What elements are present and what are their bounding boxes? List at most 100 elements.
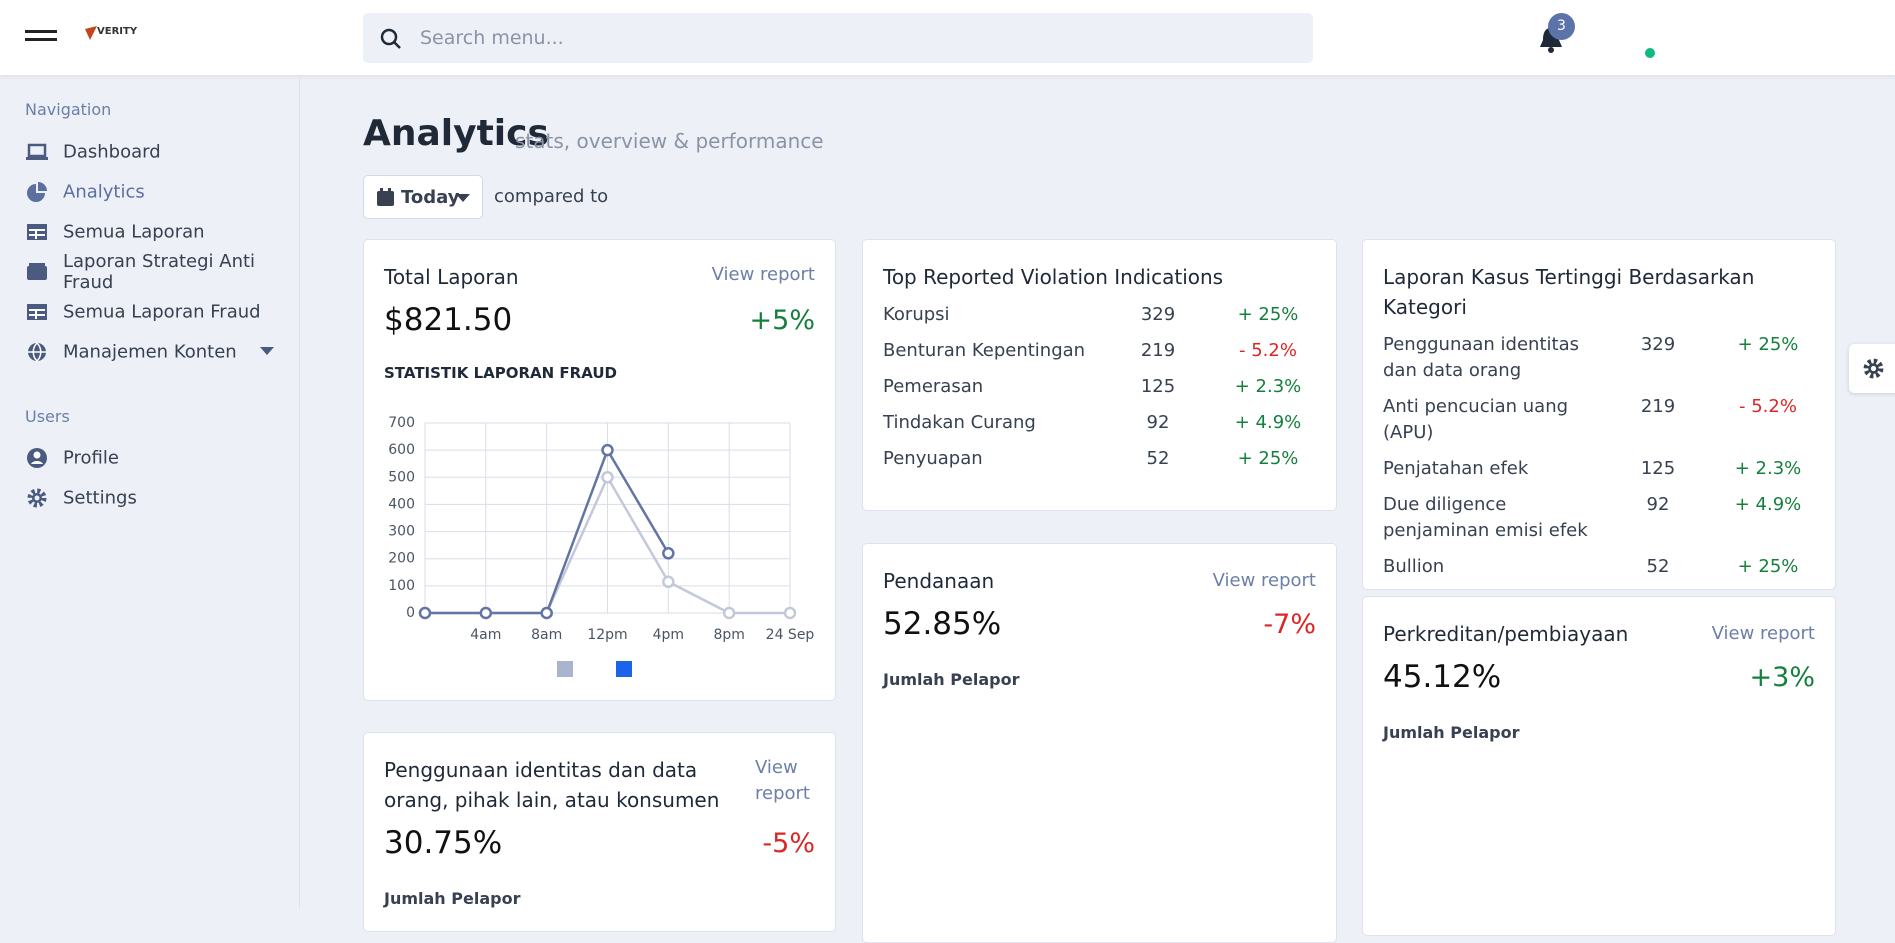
card-title: Pendanaan — [883, 569, 995, 593]
card-title: Perkreditan/pembiayaan — [1383, 622, 1629, 646]
icon — [27, 263, 47, 280]
row-change: + 25% — [1237, 448, 1299, 469]
card: Laporan Kasus Tertinggi Berdasarkan Kate… — [1362, 239, 1836, 590]
nav-item[interactable]: Profile — [63, 447, 119, 469]
y-tick-label: 600 — [388, 442, 415, 458]
row-count: 92 — [1146, 412, 1170, 433]
chart-heading: STATISTIK LAPORAN FRAUD — [384, 364, 618, 382]
view-report-link[interactable]: View report — [1711, 623, 1815, 644]
nav-item[interactable]: Dashboard — [63, 141, 161, 163]
table-row: Pemerasan 125 + 2.3% — [883, 374, 1316, 400]
row-name: Penggunaan identitas dan data orang — [1383, 334, 1579, 381]
row-change: + 4.9% — [1734, 494, 1802, 515]
row-name: Penjatahan efek — [1383, 458, 1529, 479]
row-name: Korupsi — [883, 304, 950, 325]
row-count: 125 — [1140, 376, 1176, 397]
point — [601, 443, 614, 457]
nav-item-active[interactable]: Analytics — [63, 181, 145, 203]
nav-item[interactable]: Semua Laporan — [63, 221, 205, 243]
search-box[interactable]: Search menu... — [363, 13, 1313, 63]
caret — [260, 347, 274, 355]
view-report-link[interactable]: View report — [711, 264, 815, 285]
icon — [27, 224, 47, 240]
row-count: 219 — [1140, 340, 1176, 361]
table-row: Penyuapan 52 + 25% — [883, 446, 1316, 472]
view-report-link[interactable]: View report — [755, 757, 810, 804]
y-tick-label: 0 — [406, 605, 415, 621]
row-count: 329 — [1640, 334, 1676, 355]
gear-icon — [1863, 358, 1884, 379]
icon — [27, 488, 47, 508]
card-title: Penggunaan identitas dan data orang, pih… — [384, 758, 720, 812]
settings-tab[interactable] — [1849, 344, 1895, 393]
x-tick-label: 8am — [531, 627, 562, 643]
section-title: Navigation — [25, 100, 112, 119]
status-dot — [1645, 48, 1655, 58]
row-change: + 25% — [1237, 304, 1299, 325]
card-change: -7% — [1263, 608, 1316, 640]
x-tick-label: 4am — [470, 627, 501, 643]
card-value: $821.50 — [384, 302, 513, 338]
row-count: 92 — [1646, 494, 1670, 515]
card-change: -5% — [762, 827, 815, 859]
card-change: +3% — [1749, 661, 1815, 693]
y-tick-label: 500 — [388, 469, 415, 485]
legend-swatch — [557, 661, 573, 677]
row-name: Pemerasan — [883, 376, 984, 397]
table: Korupsi 329 + 25% Benturan Kepentingan 219 - … — [883, 302, 1316, 472]
card-title: Laporan Kasus Tertinggi Berdasarkan Kate… — [1383, 265, 1755, 319]
icon — [27, 448, 47, 468]
view-report-link[interactable]: View report — [1212, 570, 1316, 591]
table-row: Anti pencucian uang (APU) 219 - 5.2% — [1383, 394, 1815, 446]
nav-item[interactable]: Settings — [63, 487, 137, 509]
nav-item[interactable]: Manajemen Konten — [63, 341, 237, 363]
card-title: Top Reported Violation Indications — [883, 265, 1224, 289]
sidebar: Navigation Dashboard Analytics Semua Lap… — [0, 75, 300, 909]
card-value: 45.12% — [1383, 659, 1502, 695]
search-icon — [380, 28, 401, 49]
y-tick-label: 300 — [388, 524, 415, 540]
card: Pendanaan View report 52.85% -7% Jumlah Pela… — [862, 543, 1337, 943]
y-tick-label: 200 — [388, 551, 415, 567]
table-row: Korupsi 329 + 25% — [883, 302, 1316, 328]
row-name: Penyuapan — [883, 448, 983, 469]
row-change: - 5.2% — [1739, 396, 1797, 417]
card-title: Total Laporan — [384, 265, 519, 289]
row-name: Due diligence penjaminan emisi efek — [1383, 494, 1588, 541]
card-head: Perkreditan/pembiayaan View report — [1383, 619, 1815, 649]
icon — [27, 304, 47, 320]
row-change: + 25% — [1737, 334, 1799, 355]
row-count: 219 — [1640, 396, 1676, 417]
search-placeholder: Search menu... — [420, 27, 564, 49]
card: Perkreditan/pembiayaan View report 45.12% +… — [1362, 596, 1836, 936]
menu-button[interactable] — [25, 28, 57, 48]
row-name: Anti pencucian uang (APU) — [1383, 396, 1569, 443]
section-title: Users — [25, 407, 70, 426]
card-head: Pendanaan View report — [883, 566, 1316, 596]
logo-mark — [85, 26, 97, 40]
table-row: Bullion 52 + 25% — [1383, 554, 1815, 580]
compared-label: compared to — [494, 186, 609, 207]
value-row: 45.12% +3% — [1383, 659, 1815, 695]
card-change: +5% — [749, 304, 815, 336]
point — [722, 606, 736, 620]
point — [601, 471, 614, 484]
logo: VERITY — [97, 26, 138, 37]
row-change: + 4.9% — [1234, 412, 1302, 433]
nav-item[interactable]: Semua Laporan Fraud — [63, 301, 261, 323]
calendar-icon — [377, 188, 394, 206]
card: Top Reported Violation Indications Korup… — [862, 239, 1337, 511]
point — [662, 547, 675, 560]
x-tick-label: 4pm — [653, 627, 684, 643]
page-subtitle: stats, overview & performance — [515, 129, 824, 153]
date-label: Today — [401, 187, 460, 208]
nav-item[interactable]: Laporan Strategi Anti Fraud — [63, 251, 256, 293]
y-tick-label: 400 — [388, 496, 415, 512]
date-dropdown[interactable]: Today — [363, 175, 483, 219]
x-tick-label: 8pm — [713, 627, 744, 643]
point — [418, 606, 432, 620]
row-change: - 5.2% — [1239, 340, 1297, 361]
point — [540, 606, 553, 620]
table-row: Due diligence penjaminan emisi efek 92 + 4… — [1383, 492, 1815, 544]
row-count: 125 — [1640, 458, 1676, 479]
